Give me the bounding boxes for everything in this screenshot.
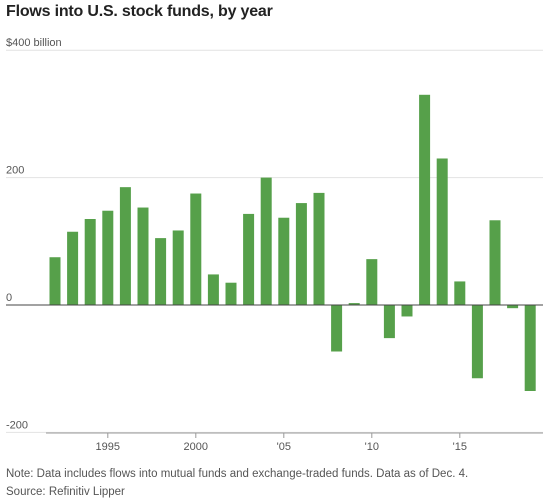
y-tick-label: -200: [6, 419, 28, 431]
bar: [119, 187, 131, 305]
x-tick-label: 2000: [184, 441, 208, 453]
x-tick-label: 1995: [96, 441, 120, 453]
bar: [348, 303, 360, 305]
bar: [67, 231, 79, 305]
bar: [419, 94, 431, 305]
bar: [489, 220, 501, 305]
bar: [436, 158, 448, 305]
chart-source: Source: Refinitiv Lipper: [6, 486, 125, 498]
bar: [137, 207, 149, 305]
y-tick-label: 0: [6, 292, 12, 304]
x-tick-label: '10: [365, 441, 379, 453]
bar: [313, 192, 325, 305]
gridlines: [6, 49, 543, 433]
bar: [524, 305, 536, 391]
bar: [172, 230, 184, 305]
x-tick-label: '15: [453, 441, 467, 453]
chart-note: Note: Data includes flows into mutual fu…: [6, 468, 469, 480]
y-tick-label: $400 billion: [6, 37, 62, 49]
bar: [366, 259, 378, 305]
bar: [471, 305, 483, 379]
bar: [295, 203, 307, 305]
bar: [243, 213, 255, 305]
x-tick-label: '05: [277, 441, 291, 453]
bar: [155, 238, 167, 305]
bar: [49, 257, 61, 305]
bar: [401, 305, 413, 317]
bar: [84, 219, 96, 305]
bar: [225, 282, 237, 305]
bar: [207, 274, 219, 305]
y-tick-label: 200: [6, 165, 24, 177]
bar: [383, 305, 395, 339]
bar: [331, 305, 343, 352]
bar: [190, 193, 202, 305]
x-axis: 1995 2000 '05 '10 '15: [6, 304, 543, 453]
bar: [102, 210, 114, 305]
bar: [260, 177, 272, 305]
bar: [278, 217, 290, 305]
bar: [454, 281, 466, 305]
bar: [507, 305, 519, 309]
y-axis-labels: $400 billion 200 0 -200: [6, 37, 62, 431]
bars: [49, 94, 536, 391]
chart-title: Flows into U.S. stock funds, by year: [6, 3, 273, 20]
